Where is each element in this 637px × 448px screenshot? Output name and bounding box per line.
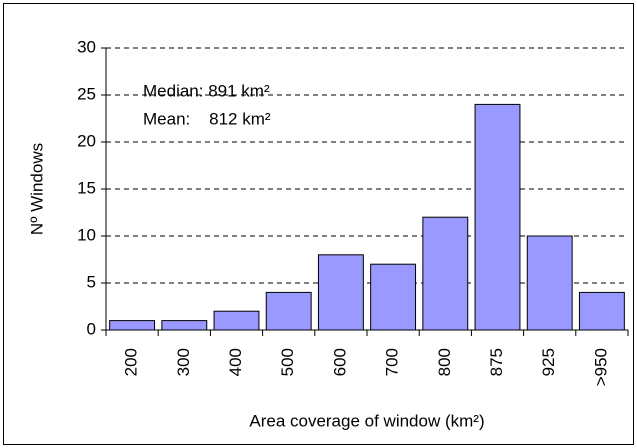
x-tick-label: 400 (226, 348, 245, 376)
annotation: Mean: 812 km² (143, 109, 271, 128)
bar (422, 216, 469, 331)
y-tick-label: 25 (77, 84, 96, 103)
chart-frame (3, 3, 634, 445)
x-axis-label: Area coverage of window (km²) (249, 411, 484, 430)
y-axis-label: Nº Windows (27, 143, 46, 235)
x-tick-label: 600 (330, 348, 349, 376)
bar (265, 291, 312, 331)
annotation: Median: 891 km² (143, 81, 270, 100)
x-tick-label: 700 (383, 348, 402, 376)
y-tick-label: 30 (77, 37, 96, 56)
bar (317, 254, 364, 331)
x-tick-label: 300 (174, 348, 193, 376)
y-tick-label: 20 (77, 131, 96, 150)
bar (109, 320, 156, 331)
bar (526, 235, 573, 331)
bar (474, 103, 521, 331)
x-tick-label: 925 (539, 348, 558, 376)
y-tick-label: 10 (77, 225, 96, 244)
x-tick-label: 500 (278, 348, 297, 376)
bar (578, 291, 625, 331)
y-tick-label: 15 (77, 178, 96, 197)
bar (213, 310, 260, 331)
y-tick-label: 5 (87, 272, 96, 291)
x-tick-label: 875 (487, 348, 506, 376)
bar (161, 320, 208, 331)
y-tick-label: 0 (87, 319, 96, 338)
bar (370, 263, 417, 331)
x-tick-label: >950 (591, 348, 610, 386)
x-tick-label: 200 (122, 348, 141, 376)
x-tick-label: 800 (435, 348, 454, 376)
